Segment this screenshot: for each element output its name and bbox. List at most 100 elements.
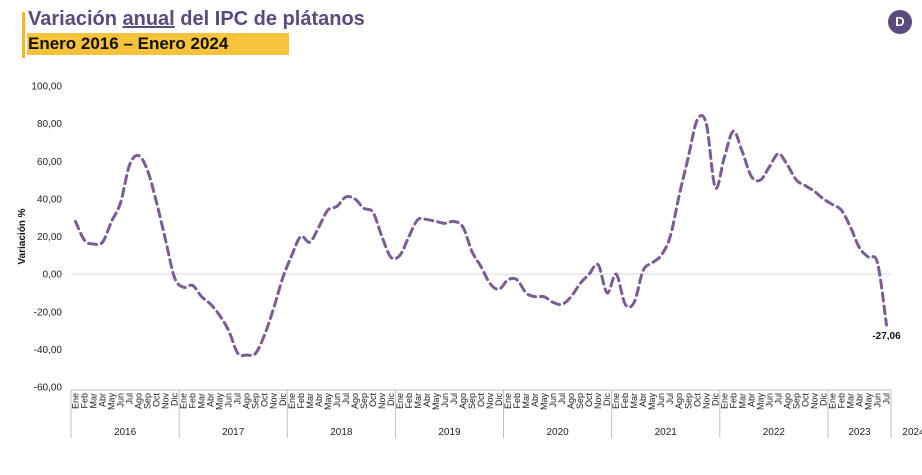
x-tick-label: May [107,393,117,411]
x-tick-label: Jul [233,393,243,405]
year-label: 2021 [655,427,678,438]
x-tick-label: Abr [314,393,324,407]
x-tick-label: Jun [332,393,342,408]
x-tick-label: Mar [305,393,315,409]
x-tick-label: Dic [602,393,612,406]
x-tick-label: Abr [206,393,216,407]
x-tick-label: May [539,393,549,411]
series-line [74,113,888,358]
x-tick-label: Dic [278,393,288,406]
x-tick-label: Jul [665,393,675,405]
x-tick-label: Jun [656,393,666,408]
y-tick-label: -40,00 [34,345,63,356]
x-tick-label: Oct [476,393,486,408]
x-tick-label: Abr [854,393,864,407]
x-tick-label: Ene [719,393,729,409]
x-tick-label: Mar [413,393,423,409]
x-tick-label: Abr [638,393,648,407]
x-tick-label: Mar [845,393,855,409]
x-tick-label: Jun [872,393,882,408]
x-tick-label: Mar [629,393,639,409]
brand-logo-glyph: D [895,14,905,29]
x-tick-label: Oct [368,393,378,408]
y-tick-label: -60,00 [34,383,63,394]
x-tick-label: Dic [170,393,180,406]
x-tick-label: Nov [485,393,495,410]
x-axis: Ene Feb Mar Abr May Jun Jul Ago Sep Oct Nov Dic Ene F… [70,389,922,438]
x-tick-label: Sep [251,393,261,409]
x-tick-label: Jul [449,393,459,405]
x-tick-label: Jun [116,393,126,408]
x-tick-label: Abr [746,393,756,407]
x-tick-label: Nov [161,393,171,410]
x-tick-label: Oct [584,393,594,408]
x-tick-label: Sep [791,393,801,409]
x-tick-label: Feb [296,393,306,409]
x-tick-label: Ene [395,393,405,409]
x-tick-label: May [215,393,225,411]
x-tick-label: Ago [566,393,576,409]
x-tick-label: Ago [674,393,684,409]
x-tick-label: Jul [341,393,351,405]
x-tick-label: Dic [386,393,396,406]
x-tick-label: Abr [98,393,108,407]
x-tick-label: Nov [701,393,711,410]
year-label: 2023 [848,427,871,438]
x-tick-label: Mar [521,393,531,409]
x-tick-label: May [755,393,765,411]
x-tick-label: Ene [503,393,513,409]
x-tick-label: Ene [611,393,621,409]
x-tick-label: Ago [458,393,468,409]
chart-title: Variación anual del IPC de plátanos [28,8,365,30]
y-tick-label: 60,00 [37,157,62,168]
x-tick-label: Sep [143,393,153,409]
year-label: 2019 [438,427,461,438]
x-tick-label: Abr [422,393,432,407]
year-label: 2018 [330,427,353,438]
title-accent-bar [22,12,25,58]
x-tick-label: Dic [818,393,828,406]
x-tick-label: Nov [809,393,819,410]
year-label: 2024 [902,427,922,438]
x-tick-label: Jul [881,393,891,405]
y-axis-label: Variación % [17,208,28,264]
x-tick-label: Jun [548,393,558,408]
year-label: 2020 [546,427,569,438]
title-underlined-word: anual [122,8,175,30]
x-tick-label: Mar [197,393,207,409]
x-tick-label: Nov [377,393,387,410]
x-tick-label: Jun [440,393,450,408]
x-tick-label: Feb [620,393,630,409]
x-tick-label: Jul [557,393,567,405]
x-tick-label: Ago [134,393,144,409]
x-tick-label: Ene [71,393,81,409]
y-axis: 100,00 80,00 60,00 40,00 20,00 0,00 -20,00 -40,… [31,82,62,394]
x-tick-label: Jul [773,393,783,405]
x-tick-label: Ago [242,393,252,409]
y-tick-label: 100,00 [31,82,62,93]
y-tick-label: 80,00 [37,119,62,130]
x-tick-label: Sep [467,393,477,409]
x-tick-label: Sep [359,393,369,409]
x-tick-label: Feb [728,393,738,409]
chart-subtitle: Enero 2016 – Enero 2024 [28,34,229,53]
x-tick-label: Nov [593,393,603,410]
x-tick-label: Dic [494,393,504,406]
x-tick-label: Jun [764,393,774,408]
x-tick-label: Sep [575,393,585,409]
x-tick-label: Feb [512,393,522,409]
x-tick-label: Dic [710,393,720,406]
x-tick-label: May [647,393,657,411]
y-tick-label: -20,00 [34,307,63,318]
x-tick-label: Abr [530,393,540,407]
x-tick-label: Sep [683,393,693,409]
x-tick-label: Oct [152,393,162,408]
x-tick-label: Feb [404,393,414,409]
brand-logo-icon: D [888,10,912,34]
x-tick-label: Ene [827,393,837,409]
last-value-label: -27,06 [872,331,901,342]
x-tick-label: Jun [224,393,234,408]
year-label: 2022 [763,427,786,438]
year-label: 2017 [222,427,245,438]
